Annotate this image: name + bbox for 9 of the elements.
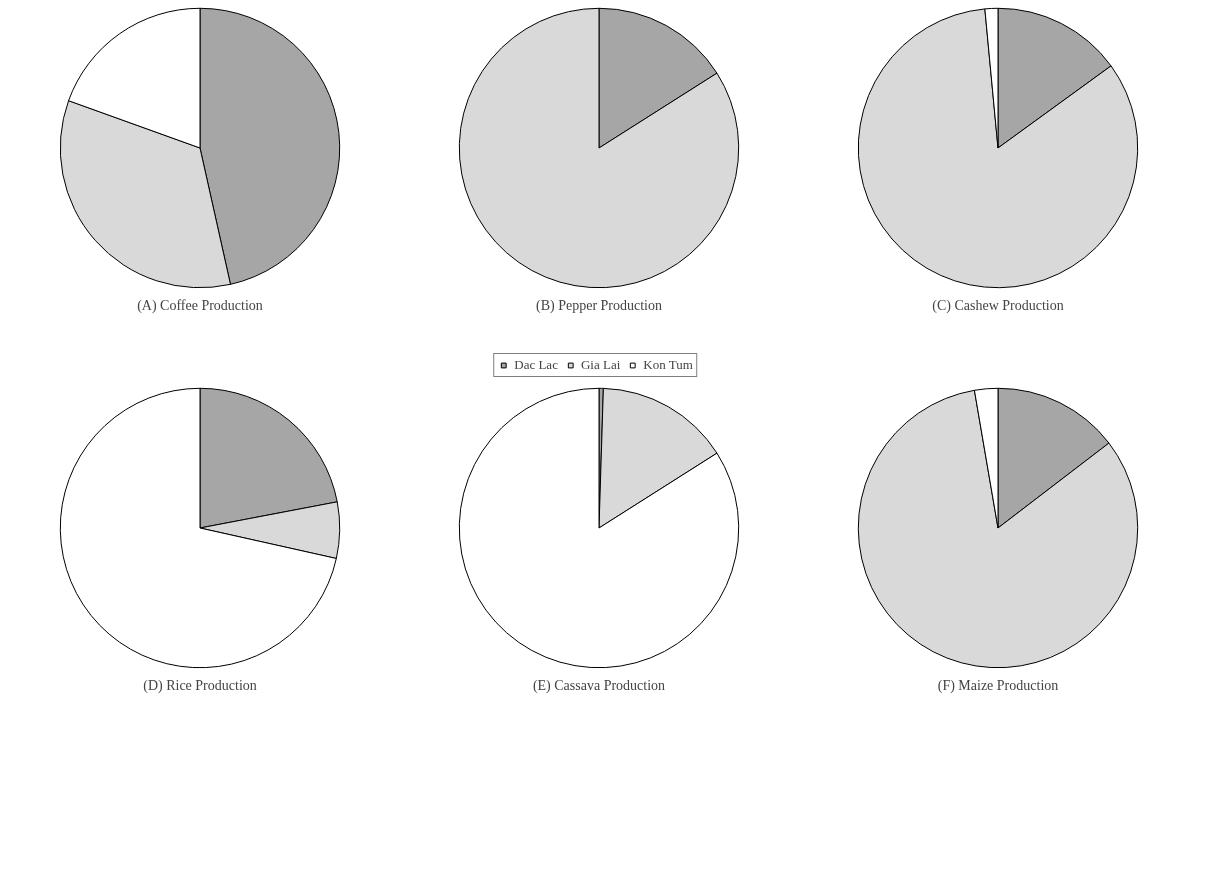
text: (D) Rice Production <box>143 677 257 694</box>
text: (C) Cashew Production <box>932 297 1064 314</box>
text: (A) Coffee Production <box>137 297 263 314</box>
text: (F) Maize Production <box>937 677 1059 694</box>
text: (B) Pepper Production <box>536 297 662 314</box>
legend-label: Kon Tum <box>643 357 693 373</box>
text: (E) Cassava Production <box>532 677 666 694</box>
legend-label: Gia Lai <box>580 357 621 373</box>
legend-label: Dac Lac <box>514 357 558 373</box>
